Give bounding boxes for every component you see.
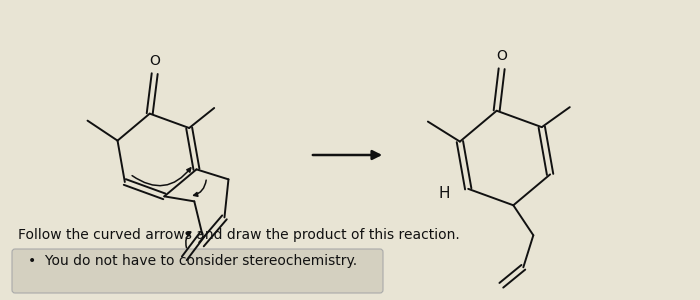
Text: Follow the curved arrows and draw the product of this reaction.: Follow the curved arrows and draw the pr… — [18, 228, 460, 242]
Text: O: O — [149, 54, 160, 68]
Text: •  You do not have to consider stereochemistry.: • You do not have to consider stereochem… — [28, 254, 357, 268]
FancyBboxPatch shape — [12, 249, 383, 293]
Text: H: H — [439, 186, 450, 201]
Text: O: O — [496, 49, 507, 63]
